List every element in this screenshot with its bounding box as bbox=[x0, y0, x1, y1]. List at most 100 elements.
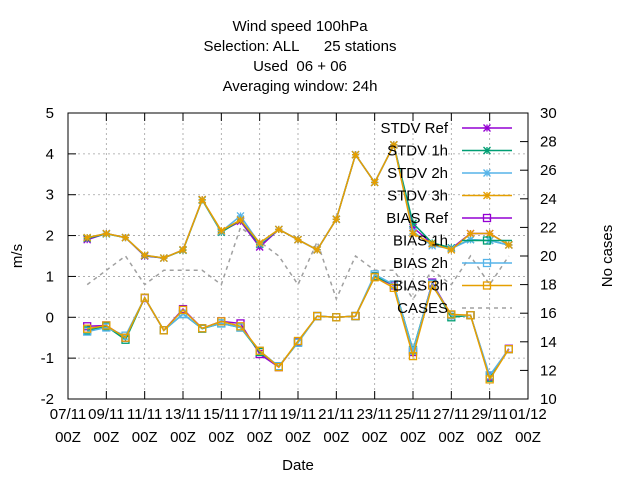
data-point-bias-3h bbox=[159, 326, 168, 335]
star-stroke bbox=[294, 235, 302, 244]
data-point-stdv-3h bbox=[389, 140, 398, 149]
chart-title-line-1: Wind speed 100hPa bbox=[232, 18, 368, 35]
legend-label-bias-3h: BIAS 3h bbox=[393, 278, 448, 295]
star-stroke bbox=[428, 239, 437, 248]
legend-marker-stdv-3h bbox=[483, 191, 491, 200]
legend: STDV Ref STDV 1h STDV 2h STDV 3h BIAS Ref BIA… bbox=[380, 120, 512, 317]
data-point-stdv-3h bbox=[428, 239, 437, 248]
y-tick-label: 2 bbox=[46, 228, 54, 245]
x-tick-label-time: 00Z bbox=[247, 429, 273, 446]
data-point-stdv-3h bbox=[313, 245, 322, 254]
x-tick-label-date: 11/11 bbox=[127, 406, 162, 423]
data-point-stdv-3h bbox=[370, 178, 379, 187]
y2-tick-label: 28 bbox=[540, 134, 557, 151]
data-point-bias-3h bbox=[428, 281, 437, 290]
x-tick-label-date: 21/11 bbox=[318, 406, 354, 423]
data-point-bias-3h bbox=[255, 346, 264, 355]
star-stroke bbox=[483, 169, 491, 177]
data-point-stdv-3h bbox=[198, 195, 207, 204]
data-point-bias-3h bbox=[198, 324, 207, 333]
star-stroke bbox=[83, 233, 92, 242]
legend-marker-stdv-ref bbox=[483, 124, 491, 132]
x-tick-label-date: 27/11 bbox=[433, 406, 469, 423]
x-axis-label: Date bbox=[282, 457, 314, 474]
star-stroke bbox=[504, 241, 513, 249]
data-point-bias-3h bbox=[370, 273, 379, 282]
axis-ticks: -2-1012345101214161820222426283007/1100Z… bbox=[41, 105, 557, 446]
legend-label-cases: CASES bbox=[397, 300, 448, 317]
y-axis-label: m/s bbox=[9, 244, 26, 268]
legend-marker-bias-ref bbox=[482, 213, 492, 223]
star-stroke bbox=[121, 233, 130, 242]
data-point-bias-3h bbox=[389, 283, 398, 293]
data-point-stdv-3h bbox=[83, 233, 92, 242]
data-point-bias-3h bbox=[447, 310, 456, 319]
legend-label-stdv-1h: STDV 1h bbox=[387, 143, 448, 160]
y-tick-label: 3 bbox=[46, 187, 54, 204]
data-point-bias-3h bbox=[236, 322, 245, 331]
series-layer bbox=[83, 140, 513, 384]
data-point-bias-3h bbox=[217, 317, 226, 326]
star-stroke bbox=[102, 229, 111, 238]
y2-tick-label: 30 bbox=[540, 105, 557, 122]
chart-title: Wind speed 100hPa Selection: ALL 25 stat… bbox=[204, 18, 397, 95]
y2-axis-label: No cases bbox=[599, 225, 616, 288]
series-line-bias-3h bbox=[87, 276, 510, 382]
data-point-stdv-3h bbox=[159, 254, 168, 263]
data-point-bias-3h bbox=[332, 313, 341, 322]
star-stroke bbox=[447, 245, 456, 254]
data-point-stdv-3h bbox=[217, 226, 226, 235]
x-tick-label-date: 17/11 bbox=[241, 406, 277, 423]
plot-frame bbox=[67, 112, 529, 400]
x-tick-label-date: 07/11 bbox=[50, 406, 86, 423]
star-stroke bbox=[332, 215, 341, 224]
y-tick-label: -1 bbox=[41, 350, 54, 367]
data-point-bias-3h bbox=[83, 324, 92, 333]
legend-label-bias-2h: BIAS 2h bbox=[393, 255, 448, 272]
series-bias-3h bbox=[83, 273, 513, 384]
star-stroke bbox=[217, 226, 226, 235]
x-tick-label-time: 00Z bbox=[438, 429, 464, 446]
star-stroke bbox=[255, 238, 264, 247]
data-point-stdv-3h bbox=[447, 245, 456, 254]
star-stroke bbox=[466, 235, 475, 244]
legend-label-stdv-3h: STDV 3h bbox=[387, 188, 448, 205]
x-tick-label-time: 00Z bbox=[285, 429, 311, 446]
star-stroke bbox=[198, 195, 207, 204]
star-stroke bbox=[351, 150, 360, 159]
x-tick-label-date: 25/11 bbox=[395, 406, 431, 423]
y2-tick-label: 14 bbox=[540, 334, 557, 351]
data-point-bias-3h bbox=[485, 375, 494, 384]
x-tick-label-date: 13/11 bbox=[165, 406, 201, 423]
y-tick-label: 0 bbox=[46, 309, 54, 326]
star-stroke bbox=[485, 229, 494, 238]
data-point-bias-3h bbox=[121, 333, 130, 342]
x-tick-label-time: 00Z bbox=[93, 429, 119, 446]
data-point-bias-3h bbox=[274, 362, 283, 372]
data-point-stdv-3h bbox=[466, 229, 475, 238]
star-stroke bbox=[236, 216, 245, 225]
chart-title-line-4: Averaging window: 24h bbox=[223, 78, 378, 95]
data-point-bias-3h bbox=[102, 321, 111, 330]
star-stroke bbox=[389, 140, 398, 149]
x-tick-label-date: 19/11 bbox=[280, 406, 316, 423]
legend-marker-stdv-2h bbox=[483, 169, 491, 177]
data-point-stdv-3h bbox=[332, 215, 341, 224]
y2-tick-label: 12 bbox=[540, 362, 557, 379]
data-point-stdv-3h bbox=[179, 245, 187, 254]
star-stroke bbox=[274, 225, 283, 234]
y-tick-label: 1 bbox=[46, 268, 54, 285]
x-tick-label-time: 00Z bbox=[55, 429, 81, 446]
x-tick-label-date: 15/11 bbox=[203, 406, 239, 423]
series-line-cases bbox=[86, 226, 510, 301]
data-point-stdv-3h bbox=[351, 150, 360, 159]
y2-tick-label: 16 bbox=[540, 305, 557, 322]
x-tick-label-date: 29/11 bbox=[471, 406, 507, 423]
x-tick-label-time: 00Z bbox=[132, 429, 158, 446]
y2-tick-label: 10 bbox=[540, 391, 557, 408]
data-point-bias-3h bbox=[408, 351, 418, 361]
star-stroke bbox=[483, 124, 491, 132]
star-stroke bbox=[466, 229, 475, 238]
chart-title-line-2: Selection: ALL 25 stations bbox=[204, 38, 397, 55]
star-stroke bbox=[313, 245, 322, 254]
